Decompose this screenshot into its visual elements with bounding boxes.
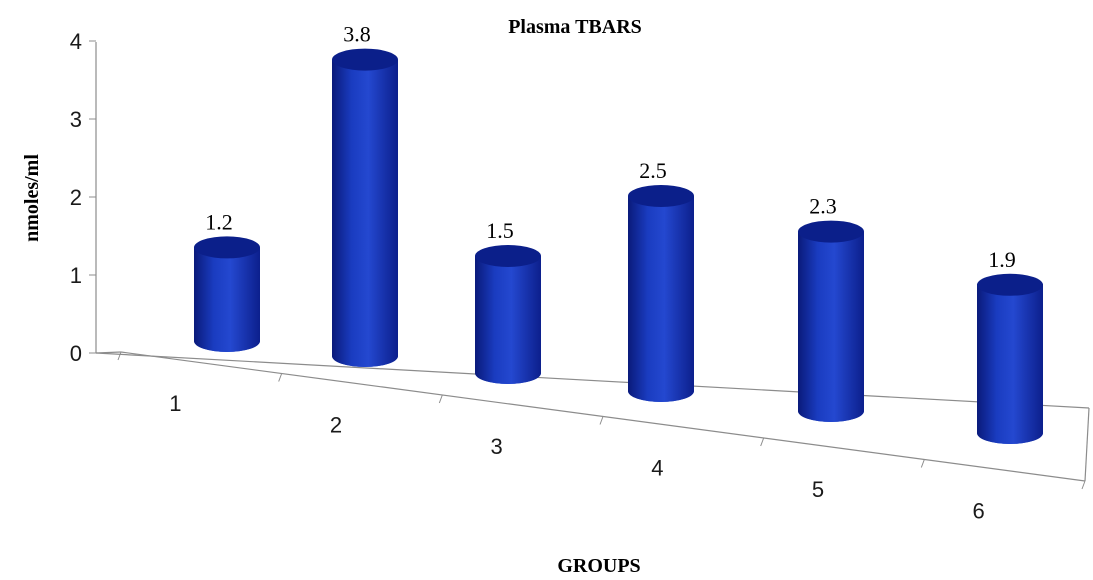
- bar-group: [332, 48, 398, 367]
- x-tick-mark: [278, 373, 283, 382]
- x-axis-ticks: 1 2 3 4 5 6: [117, 351, 1086, 523]
- bar-top: [977, 273, 1043, 296]
- bar-group: [798, 220, 864, 422]
- bar-top: [194, 236, 260, 259]
- x-tick-mark: [920, 459, 925, 468]
- x-tick-label: 4: [651, 455, 663, 480]
- x-tick-mark: [1081, 480, 1086, 490]
- x-tick-mark: [599, 416, 604, 425]
- bar: [798, 231, 864, 422]
- floor-right-edge: [1084, 407, 1090, 482]
- y-axis-label: nmoles/ml: [21, 154, 43, 242]
- bar: [332, 59, 398, 367]
- bars: [194, 48, 1043, 444]
- bar-group: [194, 236, 260, 352]
- x-axis-label: GROUPS: [557, 555, 640, 577]
- bar-top: [332, 48, 398, 71]
- bar: [194, 247, 260, 352]
- floor-back-edge: [95, 352, 1090, 409]
- bar: [628, 196, 694, 402]
- x-tick-label: 3: [491, 434, 503, 459]
- data-labels: 1.2 3.8 1.5 2.5 2.3 1.9: [205, 22, 1016, 272]
- bar-top: [798, 220, 864, 243]
- bar-top: [628, 185, 694, 207]
- bar: [977, 284, 1043, 444]
- x-tick-mark: [117, 351, 122, 361]
- y-axis-ticks: 0 1 2 3 4: [70, 29, 96, 366]
- x-tick-label: 5: [812, 477, 824, 502]
- y-tick-label: 4: [70, 29, 82, 54]
- data-label: 1.5: [486, 218, 514, 243]
- x-tick-mark: [760, 437, 765, 447]
- x-tick-label: 1: [169, 391, 181, 416]
- x-tick-label: 6: [973, 498, 985, 523]
- chart-title: Plasma TBARS: [508, 16, 642, 38]
- data-label: 1.9: [988, 247, 1016, 272]
- data-label: 2.3: [809, 194, 837, 219]
- data-label: 3.8: [343, 22, 371, 47]
- y-tick-label: 2: [70, 185, 82, 210]
- y-tick-label: 3: [70, 107, 82, 132]
- y-tick-label: 0: [70, 341, 82, 366]
- x-tick-mark: [438, 394, 443, 404]
- bar: [475, 256, 541, 384]
- x-tick-label: 2: [330, 412, 342, 437]
- data-label: 2.5: [639, 158, 667, 183]
- bar-group: [475, 245, 541, 384]
- y-tick-label: 1: [70, 263, 82, 288]
- bar-top: [475, 245, 541, 267]
- bar-group: [977, 273, 1043, 444]
- data-label: 1.2: [205, 209, 233, 234]
- bar-group: [628, 185, 694, 402]
